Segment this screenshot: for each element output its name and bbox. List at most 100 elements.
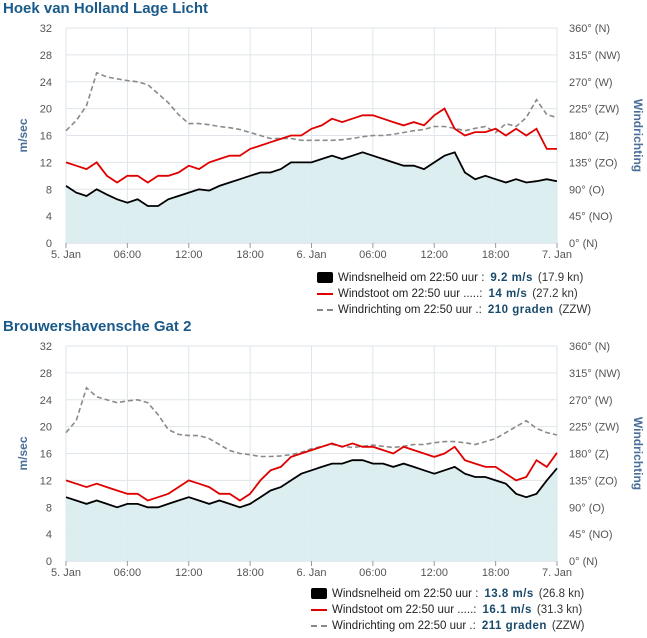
y-tick-label: 0: [46, 238, 52, 250]
legend-item-windsnelheid[interactable]: Windsnelheid om 22:50 uur : 9.2 m/s (17.9 …: [317, 270, 591, 286]
y-tick-label: 24: [40, 395, 52, 407]
x-tick-label: 12:00: [420, 567, 448, 579]
legend-value: 211 graden: [481, 620, 547, 632]
legend-extra: (17.9 kn): [537, 272, 584, 284]
y2-tick-label: 90° (O): [569, 184, 605, 196]
legend-value: 14 m/s: [488, 288, 528, 300]
y2-tick-label: 135° (ZO): [569, 157, 617, 169]
y2-tick-label: 315° (NW): [569, 368, 620, 380]
x-tick-label: 6. Jan: [297, 249, 327, 261]
legend-symbol-dash: [317, 308, 333, 311]
y2-tick-label: 270° (W): [569, 77, 613, 89]
chart-legend: Windsnelheid om 22:50 uur : 9.2 m/s (17.9 …: [317, 270, 591, 318]
x-tick-label: 7. Jan: [542, 567, 572, 579]
y-tick-label: 12: [40, 157, 52, 169]
y-tick-label: 16: [40, 449, 52, 461]
y2-tick-label: 45° (NO): [569, 529, 613, 541]
windstoot-line: [65, 107, 557, 184]
legend-symbol-line: [311, 608, 327, 611]
windsnelheid-area: [66, 460, 557, 561]
x-tick-label: 06:00: [114, 249, 142, 261]
x-tick-label: 6. Jan: [297, 567, 327, 579]
y-tick-label: 32: [40, 23, 52, 35]
windsnelheid-area: [66, 152, 557, 243]
legend-value: 210 graden: [487, 304, 554, 316]
legend-label: Windrichting om 22:50 uur .:: [338, 304, 482, 316]
legend-extra: (31.3 kn): [536, 604, 583, 616]
y2-tick-label: 135° (ZO): [569, 475, 617, 487]
y2-tick-label: 270° (W): [569, 395, 613, 407]
windrichting-line: [65, 386, 558, 458]
x-tick-label: 18:00: [482, 249, 510, 261]
chart-panel-2: Brouwershavensche Gat 2 0 0° (N) 4 45° (NO)…: [0, 318, 647, 638]
y-tick-label: 32: [40, 341, 52, 353]
y-tick-label: 20: [40, 104, 52, 116]
y-tick-label: 12: [40, 475, 52, 487]
y2-tick-label: 360° (N): [569, 23, 610, 35]
chart-title: Brouwershavensche Gat 2: [3, 318, 192, 335]
y2-tick-label: 180° (Z): [569, 449, 609, 461]
y2-axis-title: Windrichting: [631, 417, 645, 490]
x-tick-label: 18:00: [236, 249, 264, 261]
y2-tick-label: 225° (ZW): [569, 422, 619, 434]
y-tick-label: 20: [40, 422, 52, 434]
y2-tick-label: 315° (NW): [569, 50, 620, 62]
y-tick-label: 8: [46, 502, 52, 514]
x-tick-label: 7. Jan: [542, 249, 572, 261]
x-tick-label: 12:00: [175, 567, 203, 579]
legend-symbol-box: [317, 272, 333, 284]
legend-label: Windsnelheid om 22:50 uur :: [332, 588, 479, 600]
chart-title: Hoek van Holland Lage Licht: [3, 0, 209, 17]
windstoot-line: [65, 442, 558, 502]
legend-label: Windstoot om 22:50 uur .....:: [332, 604, 477, 616]
windrichting-line: [65, 71, 558, 142]
chart-legend: Windsnelheid om 22:50 uur : 13.8 m/s (26.8…: [311, 586, 585, 634]
y-tick-label: 0: [46, 556, 52, 568]
windsnelheid-line: [65, 151, 558, 207]
x-tick-label: 18:00: [482, 567, 510, 579]
x-tick-label: 12:00: [420, 249, 448, 261]
legend-label: Windrichting om 22:50 uur .:: [332, 620, 476, 632]
y2-tick-label: 45° (NO): [569, 211, 613, 223]
x-tick-label: 06:00: [359, 249, 387, 261]
y-tick-label: 24: [40, 77, 52, 89]
legend-item-windstoot[interactable]: Windstoot om 22:50 uur .....: 16.1 m/s (31…: [311, 602, 585, 618]
legend-extra: (26.8 kn): [538, 588, 585, 600]
chart-panel-1: Hoek van Holland Lage Licht 0 0° (N) 4 45° …: [0, 0, 647, 318]
legend-label: Windsnelheid om 22:50 uur :: [338, 272, 485, 284]
legend-item-windstoot[interactable]: Windstoot om 22:50 uur .....: 14 m/s (27.2…: [317, 286, 591, 302]
chart-svg: 0 0° (N) 4 45° (NO) 8 90° (O) 12 135° (ZO) 16 180…: [16, 341, 645, 579]
legend-item-windrichting[interactable]: Windrichting om 22:50 uur .: 211 graden (Z…: [311, 618, 585, 634]
legend-value: 9.2 m/s: [490, 272, 533, 284]
y2-tick-label: 0° (N): [569, 238, 598, 250]
legend-symbol-box: [311, 588, 327, 600]
y-axis-title: m/sec: [16, 436, 30, 470]
legend-extra: (ZZW): [551, 620, 585, 632]
y-tick-label: 4: [46, 211, 52, 223]
y2-axis-title: Windrichting: [631, 99, 645, 172]
legend-value: 13.8 m/s: [484, 588, 534, 600]
y2-tick-label: 225° (ZW): [569, 104, 619, 116]
legend-extra: (ZZW): [558, 304, 592, 316]
x-tick-label: 12:00: [175, 249, 203, 261]
y-axis-title: m/sec: [16, 118, 30, 152]
legend-label: Windstoot om 22:50 uur .....:: [338, 288, 483, 300]
y-tick-label: 4: [46, 529, 52, 541]
y2-tick-label: 360° (N): [569, 341, 610, 353]
legend-extra: (27.2 kn): [532, 288, 578, 300]
legend-value: 16.1 m/s: [482, 604, 532, 616]
y2-tick-label: 0° (N): [569, 556, 598, 568]
x-tick-label: 18:00: [236, 567, 264, 579]
chart-svg: 0 0° (N) 4 45° (NO) 8 90° (O) 12 135° (ZO) 16 180…: [16, 23, 645, 261]
y-tick-label: 16: [40, 131, 52, 143]
y2-tick-label: 90° (O): [569, 502, 605, 514]
legend-symbol-line: [317, 292, 333, 295]
x-tick-label: 5. Jan: [51, 249, 81, 261]
y-tick-label: 28: [40, 50, 52, 62]
legend-item-windsnelheid[interactable]: Windsnelheid om 22:50 uur : 13.8 m/s (26.8…: [311, 586, 585, 602]
x-tick-label: 06:00: [114, 567, 142, 579]
x-tick-label: 5. Jan: [51, 567, 81, 579]
y2-tick-label: 180° (Z): [569, 131, 609, 143]
legend-symbol-dash: [311, 624, 327, 627]
legend-item-windrichting[interactable]: Windrichting om 22:50 uur .: 210 graden (Z…: [317, 302, 591, 318]
